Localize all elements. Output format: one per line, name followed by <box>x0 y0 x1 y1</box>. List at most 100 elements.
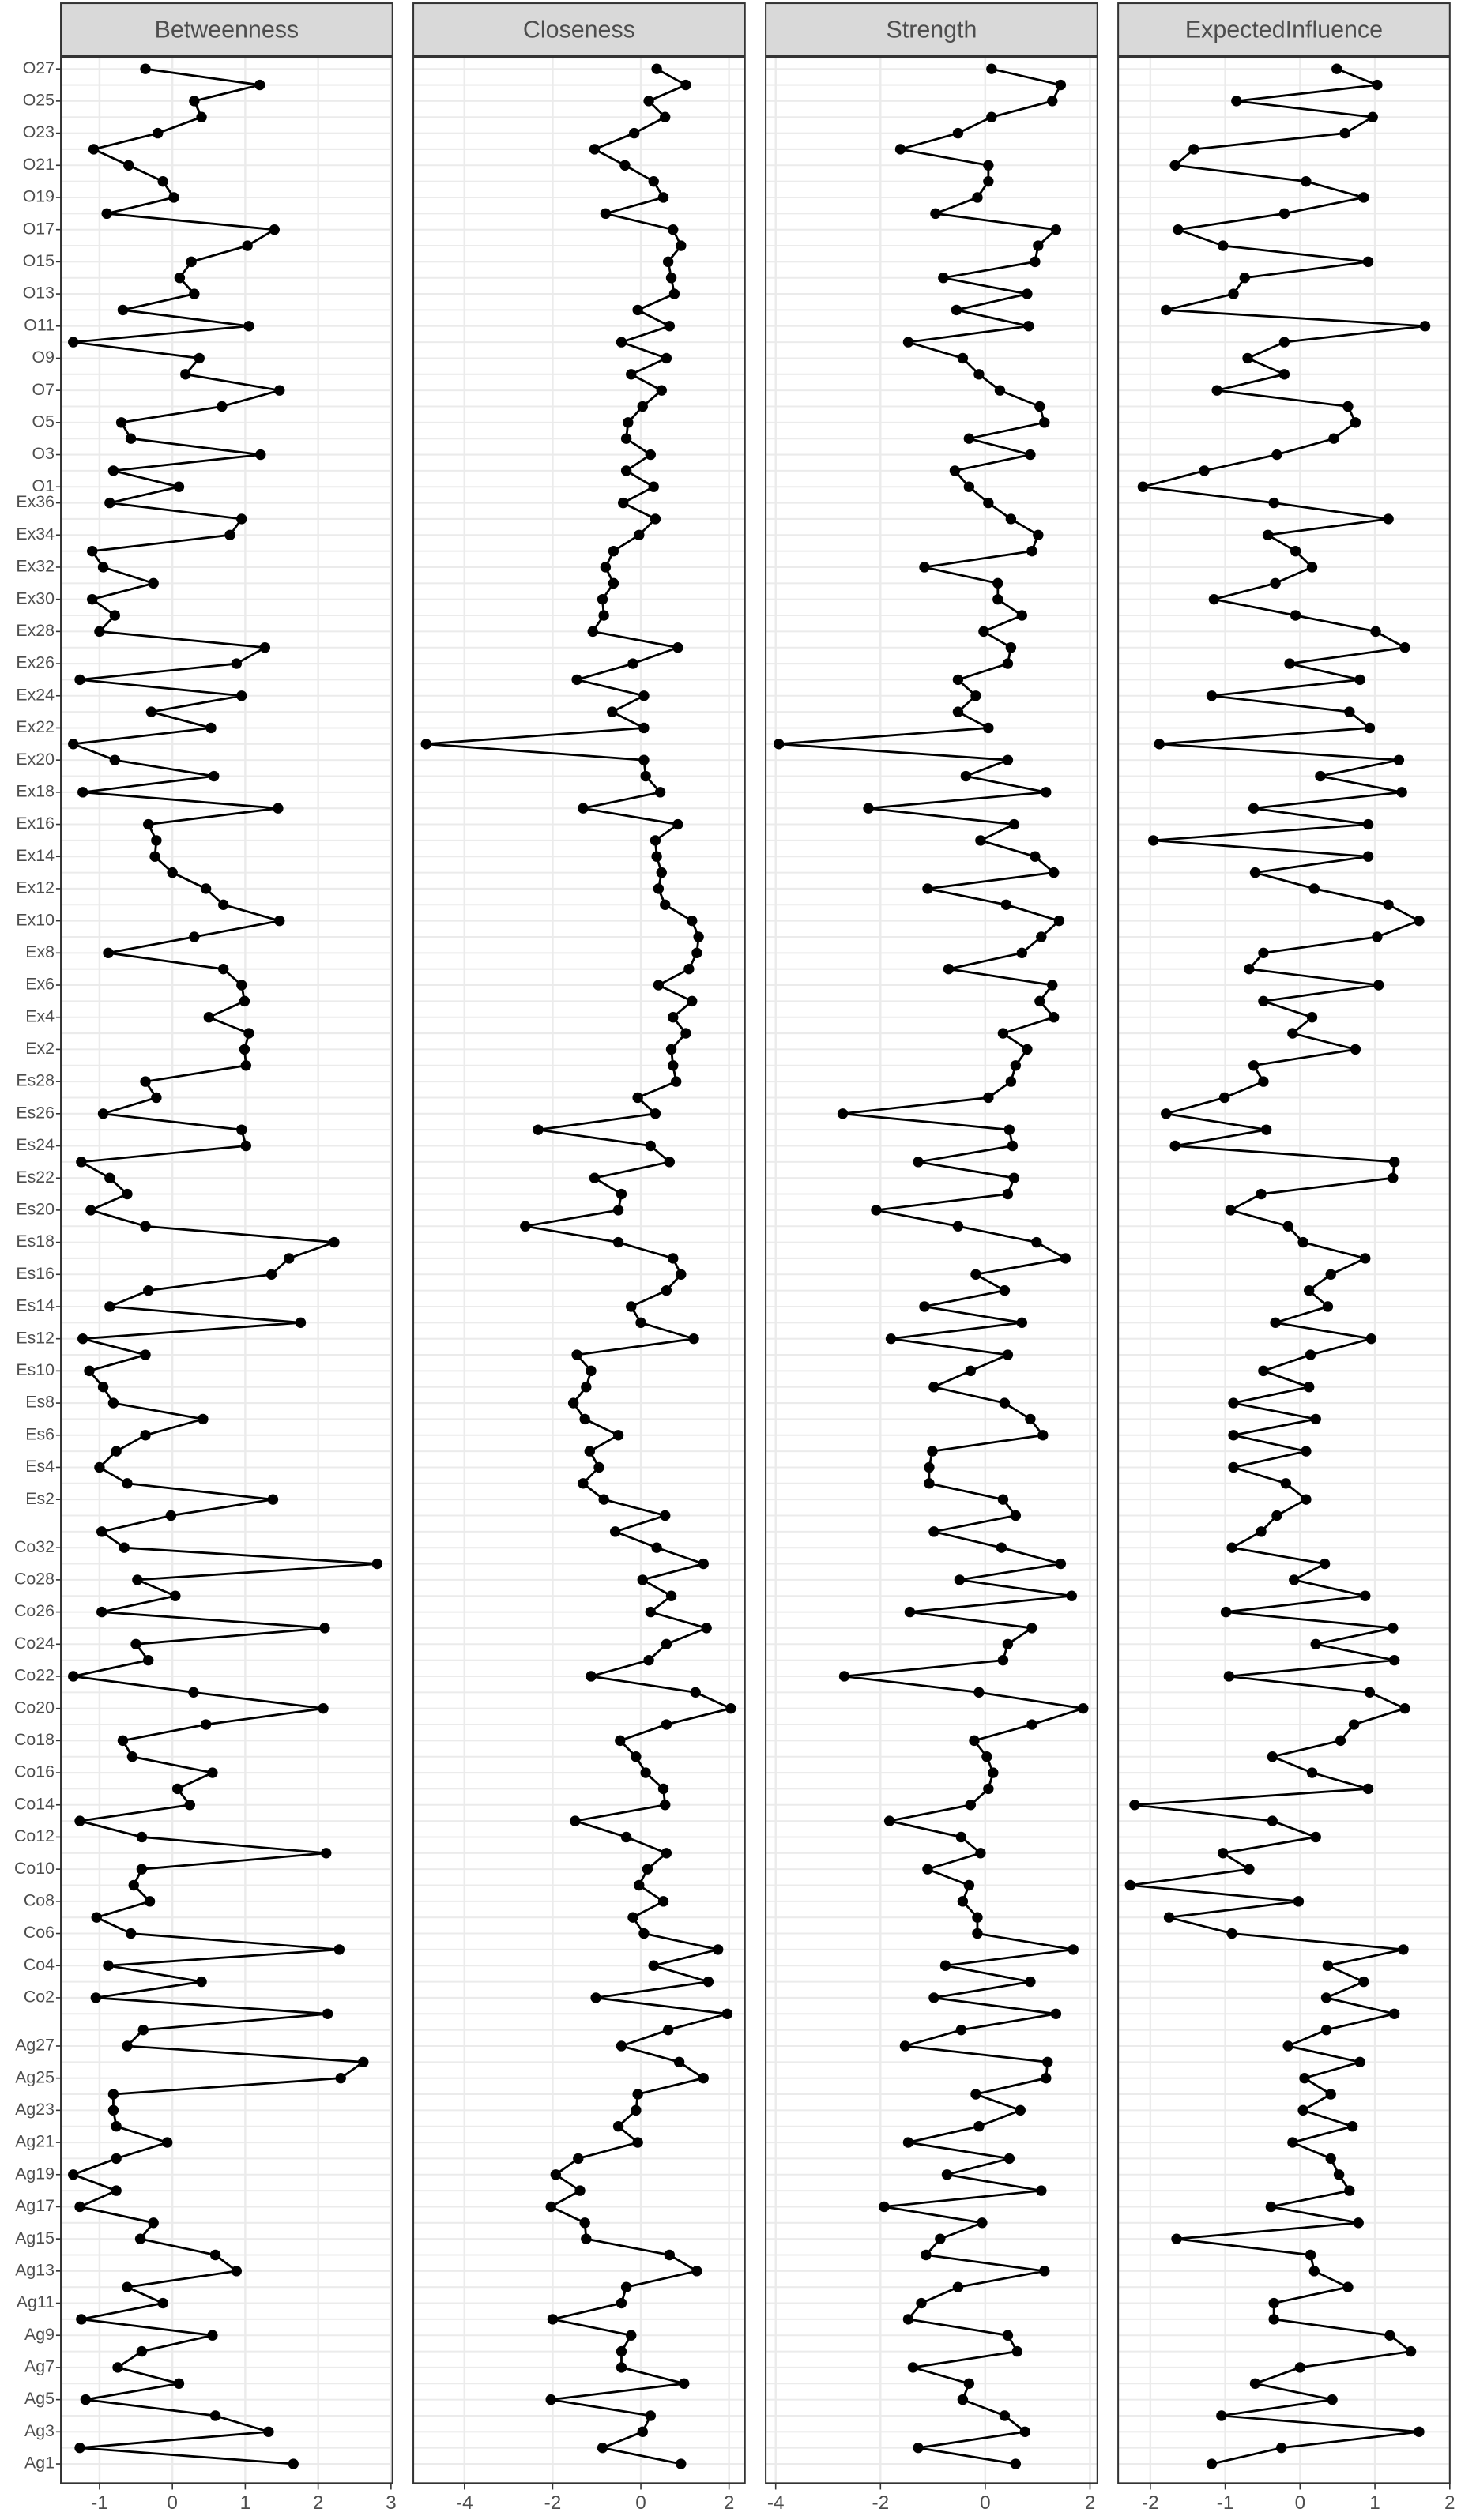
x-tick-label: 2 <box>1444 2492 1455 2514</box>
point <box>1242 352 1253 364</box>
point <box>1360 1590 1371 1601</box>
x-tick-label: -1 <box>1217 2492 1234 2514</box>
point <box>638 690 650 701</box>
point <box>1354 674 1365 686</box>
point <box>242 240 253 251</box>
point <box>140 1349 151 1360</box>
panel-title: Closeness <box>523 17 635 43</box>
point <box>904 1606 916 1618</box>
point <box>600 208 612 220</box>
point <box>188 1687 199 1698</box>
point <box>994 385 1006 396</box>
panel-background <box>61 58 393 2484</box>
point <box>921 2249 932 2261</box>
point <box>103 947 114 959</box>
point <box>1226 1542 1237 1553</box>
point <box>196 111 207 122</box>
point <box>623 417 634 428</box>
point <box>608 577 619 589</box>
point <box>687 995 698 1007</box>
point <box>1173 224 1184 235</box>
point <box>76 1157 87 1168</box>
point <box>973 369 985 380</box>
point <box>85 1205 96 1216</box>
y-tick-label: Es4 <box>25 1457 55 1476</box>
point <box>74 2201 85 2213</box>
point <box>68 739 79 750</box>
point <box>1161 1108 1172 1119</box>
point <box>1218 240 1229 251</box>
y-tick-label: O27 <box>23 58 55 77</box>
point <box>924 1478 935 1489</box>
point <box>96 1526 107 1537</box>
point <box>1282 1221 1293 1232</box>
point <box>648 1960 659 1971</box>
point <box>922 883 933 894</box>
point <box>1372 931 1383 942</box>
point <box>688 1333 699 1345</box>
y-tick-label: Co22 <box>14 1666 55 1685</box>
point <box>1002 1638 1014 1649</box>
point <box>295 1317 307 1329</box>
point <box>1301 1494 1312 1505</box>
point <box>638 1928 650 1939</box>
point <box>1278 369 1290 380</box>
point <box>676 240 687 251</box>
y-tick-label: Ex18 <box>16 781 55 800</box>
panel-background <box>413 58 745 2484</box>
x-tick-label: 0 <box>980 2492 991 2514</box>
y-tick-label: O23 <box>23 122 55 141</box>
point <box>1398 1944 1409 1955</box>
point <box>1301 175 1312 187</box>
point <box>1231 96 1242 107</box>
point <box>922 1864 933 1875</box>
point <box>612 2121 624 2132</box>
point <box>333 1944 345 1955</box>
point <box>1068 1944 1079 1955</box>
point <box>236 1124 247 1135</box>
point <box>1383 899 1394 910</box>
point <box>656 385 667 396</box>
point <box>1310 1831 1321 1843</box>
point <box>153 127 164 139</box>
y-tick-label: Ex32 <box>16 557 55 576</box>
point <box>970 1269 981 1280</box>
point <box>1287 1028 1298 1039</box>
point <box>145 706 157 717</box>
point <box>1310 1638 1321 1649</box>
point <box>928 1992 939 2003</box>
point <box>1050 2008 1062 2019</box>
point <box>1414 2426 1425 2438</box>
panel-title: Strength <box>886 17 977 43</box>
point <box>664 1157 676 1168</box>
point <box>939 1960 951 1971</box>
point <box>1325 2153 1336 2165</box>
point <box>616 337 627 348</box>
point <box>1364 722 1376 734</box>
point <box>1301 1446 1312 1457</box>
point <box>960 770 972 782</box>
point <box>653 883 665 894</box>
point <box>1284 658 1295 669</box>
point <box>597 2442 608 2454</box>
point <box>913 1157 924 1168</box>
y-tick-label: Ex36 <box>16 492 55 511</box>
point <box>607 706 618 717</box>
point <box>687 915 698 927</box>
point <box>130 1638 141 1649</box>
y-tick-label: Ag19 <box>15 2164 55 2183</box>
point <box>631 2104 642 2116</box>
point <box>578 1478 589 1489</box>
point <box>632 1092 643 1104</box>
point <box>1169 1140 1180 1152</box>
point <box>1294 2362 1306 2373</box>
y-tick-label: Es10 <box>16 1360 55 1379</box>
point <box>1350 417 1361 428</box>
point <box>1389 2008 1400 2019</box>
point <box>1362 256 1374 268</box>
point <box>1299 2072 1310 2084</box>
y-tick-label: Co24 <box>14 1634 55 1653</box>
point <box>1335 1735 1346 1747</box>
point <box>189 288 200 299</box>
y-tick-label: Ag1 <box>24 2454 55 2473</box>
